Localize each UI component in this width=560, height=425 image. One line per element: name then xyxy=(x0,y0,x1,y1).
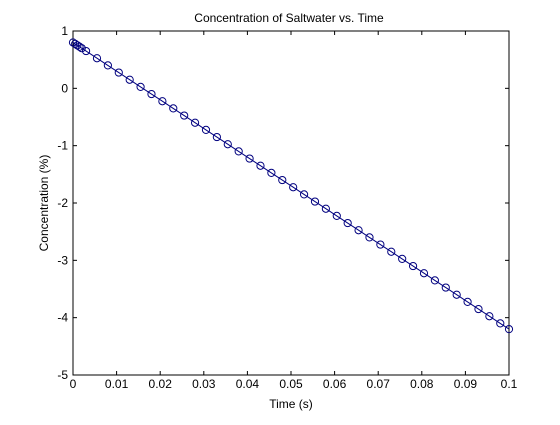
data-point xyxy=(73,41,82,50)
y-tick-label: -3 xyxy=(57,253,68,267)
data-point xyxy=(136,82,145,92)
data-point xyxy=(365,233,374,242)
data-point xyxy=(474,304,483,314)
data-point xyxy=(103,61,112,70)
data-point xyxy=(201,125,211,134)
data-point xyxy=(408,261,418,271)
data-point xyxy=(68,38,78,47)
data-point xyxy=(299,190,309,199)
data-point xyxy=(376,240,385,249)
data-point xyxy=(212,132,221,142)
data-point xyxy=(71,39,80,49)
x-tick-label: 0.06 xyxy=(323,377,347,391)
data-point xyxy=(452,290,461,299)
axis-tick-labels: 0 0.01 0.02 0.03 0.04 0.05 0.06 0.07 0.08 0.09 0.1… xyxy=(57,24,517,391)
data-point xyxy=(256,161,265,170)
data-point xyxy=(234,147,243,156)
y-tick-label: -1 xyxy=(57,139,68,153)
data-point xyxy=(485,312,494,321)
data-point xyxy=(267,168,276,177)
y-tick-label: 1 xyxy=(61,24,68,38)
data-series xyxy=(68,38,514,334)
data-point xyxy=(114,68,123,77)
y-tick-label: -2 xyxy=(57,196,68,210)
data-point xyxy=(310,197,320,206)
data-point xyxy=(190,118,200,127)
x-tick-label: 0.01 xyxy=(105,377,129,391)
data-point xyxy=(125,75,134,84)
x-tick-label: 0.05 xyxy=(279,377,303,391)
data-point xyxy=(504,325,514,334)
axis-ticks xyxy=(72,30,510,376)
data-point xyxy=(245,154,254,163)
data-point xyxy=(158,97,167,106)
x-axis-label: Time (s) xyxy=(269,397,313,411)
data-point xyxy=(289,183,298,192)
data-point xyxy=(441,283,450,292)
y-tick-label: 0 xyxy=(61,81,68,95)
data-point xyxy=(354,226,363,235)
data-point xyxy=(332,211,341,220)
data-point xyxy=(278,175,287,185)
data-point xyxy=(398,254,407,263)
data-point xyxy=(169,104,178,113)
data-point xyxy=(496,319,505,328)
x-tick-label: 0 xyxy=(70,377,77,391)
data-point xyxy=(343,218,352,228)
data-point xyxy=(430,276,439,285)
x-tick-label: 0.02 xyxy=(149,377,173,391)
data-point xyxy=(75,42,84,51)
x-tick-label: 0.09 xyxy=(454,377,478,391)
data-point xyxy=(419,269,429,278)
x-tick-label: 0.08 xyxy=(410,377,434,391)
y-tick-label: -5 xyxy=(57,368,68,382)
x-tick-label: 0.1 xyxy=(501,377,518,391)
x-tick-label: 0.04 xyxy=(236,377,260,391)
data-point xyxy=(180,111,189,120)
x-tick-label: 0.07 xyxy=(367,377,391,391)
series-line xyxy=(72,42,510,330)
data-point xyxy=(387,247,396,256)
chart-title: Concentration of Saltwater vs. Time xyxy=(194,11,384,25)
data-point xyxy=(321,204,330,213)
data-point xyxy=(463,297,472,306)
data-point xyxy=(223,140,232,149)
data-point xyxy=(147,89,156,99)
y-tick-label: -4 xyxy=(57,311,68,325)
x-tick-label: 0.03 xyxy=(192,377,216,391)
data-point xyxy=(92,54,102,63)
data-point xyxy=(81,46,91,56)
y-axis-label: Concentration (%) xyxy=(37,155,51,252)
data-point xyxy=(77,44,86,53)
plot-area xyxy=(72,30,510,376)
